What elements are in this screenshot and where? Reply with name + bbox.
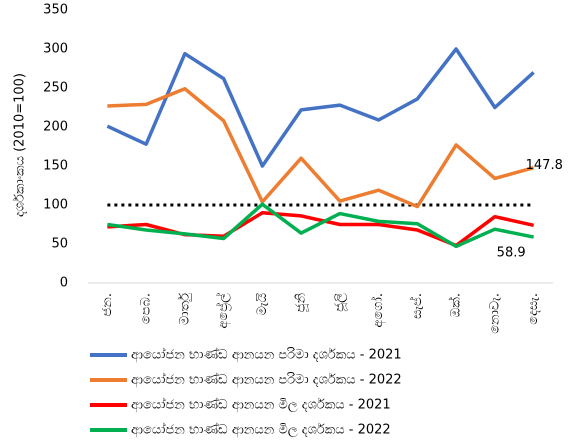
x-tick-label: ජන.: [100, 293, 115, 317]
y-tick-label: 150: [43, 159, 68, 174]
x-tick-label: මැයි: [255, 293, 270, 316]
x-tick-label: අගෝ.: [370, 293, 386, 328]
legend-label: ආයෝජන භාණ්ඩ ආනයන මිල දර්ශකය - 2021: [131, 396, 391, 412]
data-label: 58.9: [497, 246, 526, 261]
x-tick-label: ඔක්.: [447, 293, 463, 317]
legend-label: ආයෝජන භාණ්ඩ ආනයන පරිමා දර්ශකය - 2022: [131, 371, 402, 387]
y-tick-label: 250: [43, 81, 68, 96]
x-tick-label: මාර්තු: [176, 293, 192, 325]
y-tick-label: 300: [43, 42, 68, 57]
legend-label: ආයෝජන භාණ්ඩ ආනයන මිල දර්ශකය - 2022: [131, 421, 391, 437]
x-tick-label: නොවැ.: [487, 293, 502, 334]
x-tick-label: දෙසැ.: [526, 293, 541, 325]
series-line: [107, 202, 534, 249]
series-line: [106, 47, 535, 168]
x-tick-label: ජූනි: [294, 293, 309, 313]
x-tick-label: ජූලි: [332, 293, 347, 312]
y-tick-label: 350: [43, 3, 68, 18]
y-tick-label: 50: [51, 237, 68, 252]
x-tick-label: පෙබ.: [139, 293, 154, 324]
data-label: 147.8: [526, 158, 563, 173]
x-tick-label: සැප්.: [409, 293, 425, 319]
y-axis-label: දර්ශකාංකය (2010=100): [12, 73, 28, 217]
y-tick-label: 0: [60, 276, 68, 291]
series-line: [107, 87, 535, 209]
y-tick-label: 200: [43, 120, 68, 135]
legend-label: ආයෝජන භාණ්ඩ ආනයන පරිමා දර්ශකය - 2021: [131, 346, 402, 362]
x-tick-label: අප්‍රේල්: [215, 293, 231, 329]
y-tick-label: 100: [43, 198, 68, 213]
